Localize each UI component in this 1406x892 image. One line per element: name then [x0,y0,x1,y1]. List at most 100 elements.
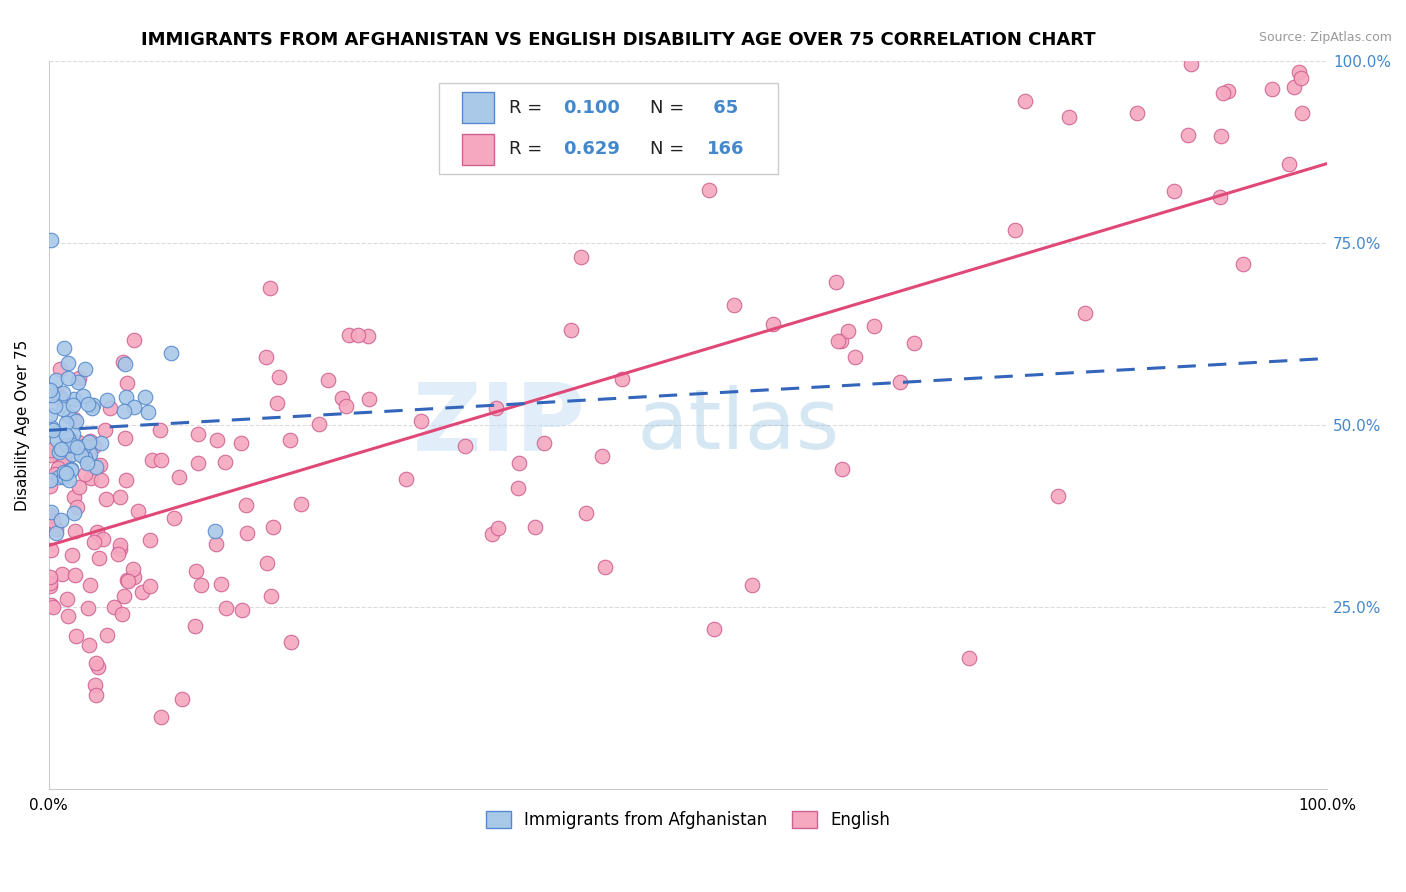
Point [889,375,911,389]
Point [1126,105,1149,120]
Point [79,578,101,592]
Point [70,448,93,462]
Point [39,443,62,458]
Point [117,574,139,588]
Point [111,354,134,368]
Point [205,433,228,447]
Point [108,538,131,552]
Point [67,480,90,494]
Point [256,556,278,570]
Point [46,387,69,401]
Point [46,460,69,475]
Point [90,436,112,450]
Point [91,532,114,546]
Point [357,392,380,407]
Point [73,467,96,481]
Point [830,334,852,348]
Point [39,576,62,591]
Point [56,356,79,370]
Point [62,411,84,425]
Point [508,481,530,495]
Point [79,434,101,449]
Point [55,466,77,480]
Point [162,510,184,524]
Point [330,392,353,406]
Text: 0.629: 0.629 [562,139,620,158]
Point [41,598,63,612]
Point [1291,70,1313,85]
Legend: Immigrants from Afghanistan, English: Immigrants from Afghanistan, English [479,804,897,836]
Point [56,609,79,624]
Point [49,514,72,528]
Text: 0.100: 0.100 [562,100,620,118]
Point [124,400,146,414]
Point [94,423,117,437]
Point [59,463,82,477]
Point [63,506,86,520]
Point [44,522,66,536]
Point [259,281,281,295]
Point [136,405,159,419]
Point [112,589,135,603]
Point [80,401,103,415]
Point [1216,84,1239,98]
Point [103,599,125,614]
Point [347,327,370,342]
Point [1163,184,1185,198]
Point [1004,223,1026,237]
Point [58,409,80,424]
Point [42,599,65,614]
Point [62,398,84,412]
Point [45,525,67,540]
Point [204,537,226,551]
Point [190,578,212,592]
Point [51,444,73,458]
Point [337,327,360,342]
Point [1284,79,1306,94]
Point [1177,128,1199,142]
Point [1232,257,1254,271]
Point [60,438,83,452]
Point [957,651,980,665]
Point [1278,157,1301,171]
Point [41,514,63,528]
Point [827,334,849,348]
Point [59,437,82,451]
Point [79,447,101,461]
Point [703,622,725,636]
Point [122,570,145,584]
Point [62,447,84,461]
Point [1291,106,1313,120]
Point [260,589,283,603]
Point [115,376,138,391]
Point [593,559,616,574]
Point [204,524,226,538]
Point [67,435,90,450]
Point [149,423,172,437]
Point [318,373,340,387]
Point [149,710,172,724]
Point [114,357,136,371]
Point [762,317,785,331]
Text: N =: N = [650,100,690,118]
Point [84,460,107,475]
Point [723,298,745,312]
Point [903,335,925,350]
Text: N =: N = [650,139,690,158]
Point [58,431,80,445]
Point [63,392,86,406]
Text: IMMIGRANTS FROM AFGHANISTAN VS ENGLISH DISABILITY AGE OVER 75 CORRELATION CHART: IMMIGRANTS FROM AFGHANISTAN VS ENGLISH D… [142,31,1095,49]
Point [56,371,79,385]
Point [39,233,62,247]
Point [58,473,80,487]
Point [1057,110,1080,124]
Point [69,440,91,454]
Point [1288,65,1310,79]
Point [60,549,83,563]
Point [96,628,118,642]
Point [1047,489,1070,503]
Point [77,397,100,411]
Point [67,375,90,389]
Point [41,448,63,462]
Point [86,657,108,671]
